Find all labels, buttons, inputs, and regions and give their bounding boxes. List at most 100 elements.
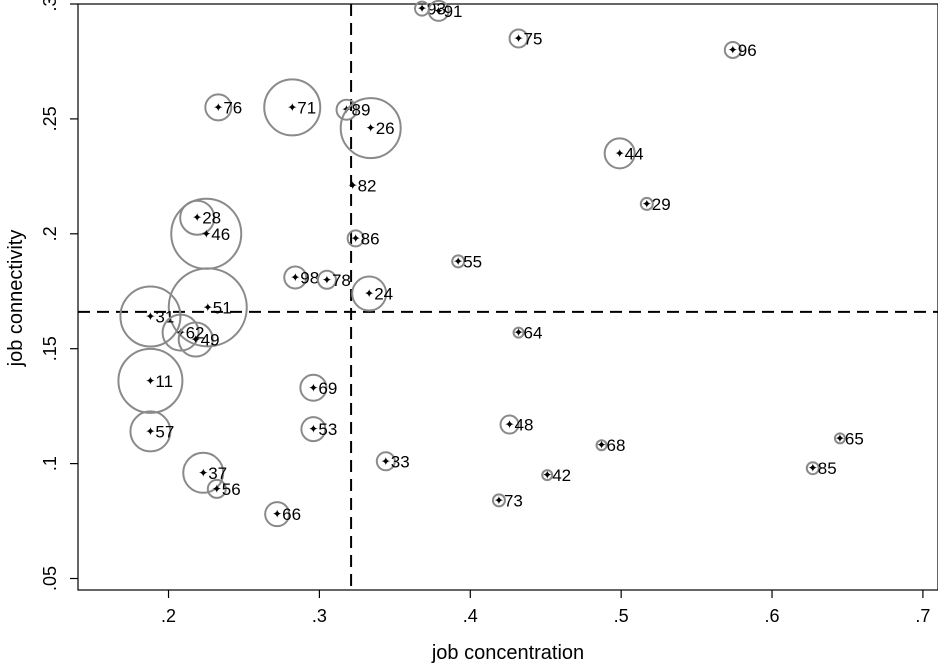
point-label-76: 76 <box>223 98 242 117</box>
bubble-96 <box>723 40 742 59</box>
y-axis-tick-label: .25 <box>40 106 60 131</box>
x-axis-title: job concentration <box>431 642 584 664</box>
point-label-44: 44 <box>625 144 644 163</box>
axes-layer: .2 .3 .4 .5 .6 .7 .05 .1 .15 .2 .25 .3 <box>40 0 938 626</box>
point-marker-82: ✦ <box>348 179 358 193</box>
bubble-64 <box>512 326 525 339</box>
point-marker-76: ✦ <box>213 100 223 114</box>
bubble-29 <box>639 196 654 211</box>
y-axis-tick-label: .05 <box>40 566 60 591</box>
bubble-56 <box>206 478 227 499</box>
bubble-44 <box>603 137 636 170</box>
point-label-57: 57 <box>155 422 174 441</box>
bubble-55 <box>451 254 466 269</box>
x-axis-tick-label: .2 <box>161 606 176 626</box>
point-marker-66: ✦ <box>272 507 282 521</box>
point-label-86: 86 <box>361 229 380 248</box>
point-label-68: 68 <box>607 436 626 455</box>
point-marker-29: ✦ <box>642 197 652 211</box>
point-marker-42: ✦ <box>542 468 552 482</box>
point-marker-51: ✦ <box>203 300 213 314</box>
point-marker-85: ✦ <box>808 461 818 475</box>
point-label-29: 29 <box>652 195 671 214</box>
bubble-49 <box>177 321 214 358</box>
bubble-53 <box>300 416 327 443</box>
point-label-55: 55 <box>463 252 482 271</box>
bubble-89 <box>335 98 358 121</box>
y-axis-tick-label: .15 <box>40 336 60 361</box>
x-axis-tick-label: .3 <box>312 606 327 626</box>
point-marker-64: ✦ <box>514 326 524 340</box>
point-marker-98: ✦ <box>290 270 300 284</box>
bubble-85 <box>805 461 820 476</box>
bubble-65 <box>833 432 846 445</box>
point-marker-65: ✦ <box>835 431 845 445</box>
y-axis-tick-label: .2 <box>40 226 60 241</box>
bubble-73 <box>491 493 506 508</box>
point-label-33: 33 <box>391 452 410 471</box>
bubble-51 <box>167 267 248 348</box>
point-marker-37: ✦ <box>198 466 208 480</box>
point-label-26: 26 <box>376 119 395 138</box>
bubble-71 <box>263 78 322 137</box>
point-marker-11: ✦ <box>145 374 155 388</box>
point-marker-86: ✦ <box>351 231 361 245</box>
point-label-75: 75 <box>524 29 543 48</box>
plot-frame <box>77 3 938 591</box>
bubble-26 <box>339 97 402 160</box>
y-axis-title: job connectivity <box>5 230 27 368</box>
point-label-28: 28 <box>202 209 221 228</box>
point-marker-31: ✦ <box>145 310 155 324</box>
point-label-64: 64 <box>524 324 543 343</box>
point-label-24: 24 <box>374 285 393 304</box>
point-marker-96: ✦ <box>728 43 738 57</box>
point-marker-71: ✦ <box>287 100 297 114</box>
point-marker-46: ✦ <box>201 227 211 241</box>
bubble-91 <box>427 0 450 22</box>
point-label-56: 56 <box>222 480 241 499</box>
point-label-98: 98 <box>300 268 319 287</box>
point-label-78: 78 <box>332 271 351 290</box>
point-label-53: 53 <box>318 420 337 439</box>
point-marker-69: ✦ <box>308 381 318 395</box>
points-layer: ✦ 93✦ 91✦ 75✦ 96✦ 76 ✦ 71 ✦ 89✦ 26✦ 44✦ 82✦ 29✦ 28✦ 46 ✦… <box>117 0 864 528</box>
x-axis-tick-label: .7 <box>915 606 930 626</box>
point-label-82: 82 <box>358 177 377 196</box>
point-marker-68: ✦ <box>597 438 607 452</box>
point-label-48: 48 <box>515 416 534 435</box>
point-label-11: 11 <box>155 372 173 391</box>
point-marker-91: ✦ <box>434 4 444 18</box>
point-label-37: 37 <box>208 464 227 483</box>
y-axis-tick-label: .3 <box>40 0 60 12</box>
point-marker-49: ✦ <box>191 333 201 347</box>
point-label-51: 51 <box>213 298 232 317</box>
point-marker-53: ✦ <box>308 422 318 436</box>
bubble-31 <box>119 285 182 348</box>
point-label-73: 73 <box>504 491 523 510</box>
bubble-57 <box>129 410 172 453</box>
bubble-37 <box>182 451 225 494</box>
x-axis-tick-label: .5 <box>614 606 629 626</box>
bubble-42 <box>541 469 554 482</box>
point-marker-28: ✦ <box>192 211 202 225</box>
point-label-65: 65 <box>845 429 864 448</box>
point-label-71: 71 <box>297 98 316 117</box>
point-marker-55: ✦ <box>453 254 463 268</box>
x-axis-tick-label: .4 <box>463 606 478 626</box>
point-marker-93: ✦ <box>417 2 427 16</box>
point-label-85: 85 <box>818 459 837 478</box>
point-label-69: 69 <box>318 379 337 398</box>
bubble-68 <box>595 439 608 452</box>
bubble-86 <box>346 229 365 248</box>
bubble-48 <box>499 414 520 435</box>
point-marker-26: ✦ <box>366 121 376 135</box>
point-label-62: 62 <box>186 324 205 343</box>
point-label-42: 42 <box>552 466 571 485</box>
bubble-69 <box>299 373 328 402</box>
y-axis-tick-label: .1 <box>40 456 60 471</box>
point-marker-24: ✦ <box>364 287 374 301</box>
point-label-49: 49 <box>201 331 220 350</box>
